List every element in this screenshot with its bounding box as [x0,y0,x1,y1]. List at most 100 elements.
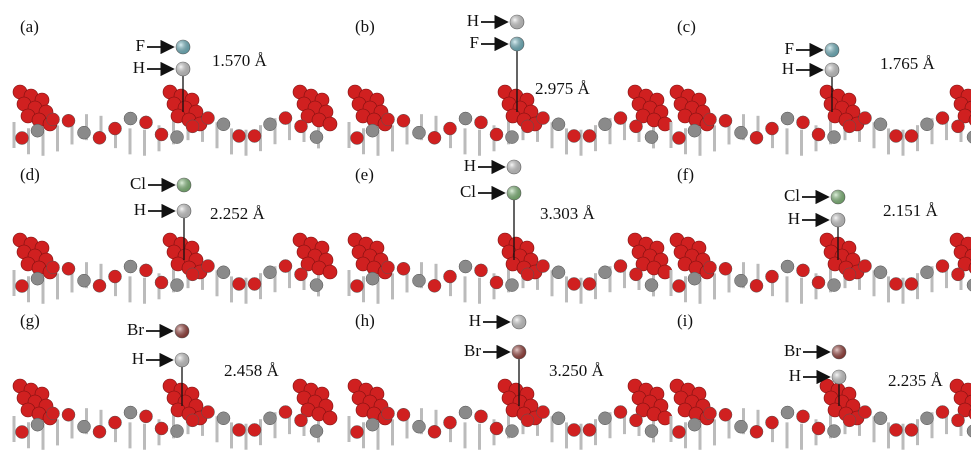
surface-atom [248,423,261,436]
surface-atom [552,118,565,131]
surface-atom [568,277,581,290]
surface-atom [351,426,364,439]
panel-label: (e) [355,165,374,184]
surface-atom [967,131,971,144]
surface-atom [93,279,106,292]
surface-atom [630,120,643,133]
figure: (a)FH1.570 Å(b)HF2.975 Å(c)FH1.765 Å(d)C… [0,0,971,459]
atom-label: H [782,59,794,78]
surface-atom [797,264,810,277]
surface-atom [688,272,701,285]
atom-label: F [136,36,145,55]
distance: 2.235 Å [888,371,944,390]
surface-atom [155,276,168,289]
surface-atom [905,423,918,436]
surface-atom [323,265,337,279]
surface-atom [366,272,379,285]
surface-atom [295,120,308,133]
atom-label: H [788,209,800,228]
surface-atom [279,112,292,125]
surface-atom [812,276,825,289]
surface-atom [171,279,184,292]
surface-atom [704,261,717,274]
surface-atom [155,422,168,435]
atom-shade [825,43,839,57]
atom-shade [825,63,839,77]
surface-atom [568,129,581,142]
surface-atom [673,426,686,439]
surface [13,85,337,156]
atom-shade [175,324,189,338]
surface-atom [843,120,856,133]
surface-atom [428,131,441,144]
atom-label: H [134,200,146,219]
surface-atom [797,410,810,423]
panel: (d)ClH2.252 Å [13,165,337,304]
atom-label: H [132,349,144,368]
surface-atom [905,129,918,142]
surface [13,379,337,450]
surface-atom [890,129,903,142]
surface-atom [428,279,441,292]
surface [670,85,971,156]
surface-atom [382,407,395,420]
surface-atom [62,408,75,421]
surface-atom [31,272,44,285]
surface-atom [921,118,934,131]
surface-atom [812,422,825,435]
surface-atom [490,422,503,435]
surface-atom [614,260,627,273]
surface-atom [645,425,658,438]
surface-atom [78,420,91,433]
surface-atom [323,411,337,425]
surface-atom [413,126,426,139]
atom-label: H [467,11,479,30]
surface-atom [890,423,903,436]
surface-atom [750,279,763,292]
surface-atom [952,120,965,133]
surface-atom [397,114,410,127]
atom-shade [177,178,191,192]
atom-shade [177,204,191,218]
surface-atom [490,128,503,141]
surface-atom [583,423,596,436]
surface-atom [171,131,184,144]
surface-atom [828,279,841,292]
atom-label: H [469,311,481,330]
surface-atom [781,112,794,125]
surface-atom [750,131,763,144]
atom-shade [831,213,845,227]
surface-atom [310,279,323,292]
surface-atom [124,406,137,419]
surface [348,233,672,304]
surface-atom [140,264,153,277]
surface-atom [47,407,60,420]
atom-shade [510,15,524,29]
surface-atom [323,117,337,131]
atom-label: Cl [130,174,146,193]
surface-atom [233,277,246,290]
surface-atom [766,416,779,429]
surface-atom [599,118,612,131]
surface-atom [155,128,168,141]
surface-atom [366,418,379,431]
surface-atom [952,414,965,427]
atom-label: H [133,58,145,77]
surface-atom [645,131,658,144]
surface-atom [766,122,779,135]
surface-atom [78,274,91,287]
surface-atom [310,425,323,438]
panel: (f)ClH2.151 Å [670,165,971,304]
surface-atom [828,425,841,438]
surface-atom [719,114,732,127]
surface-atom [475,410,488,423]
surface [670,233,971,304]
surface-atom [186,268,199,281]
surface-atom [781,260,794,273]
surface-atom [843,268,856,281]
surface-atom [93,131,106,144]
surface-atom [673,280,686,293]
